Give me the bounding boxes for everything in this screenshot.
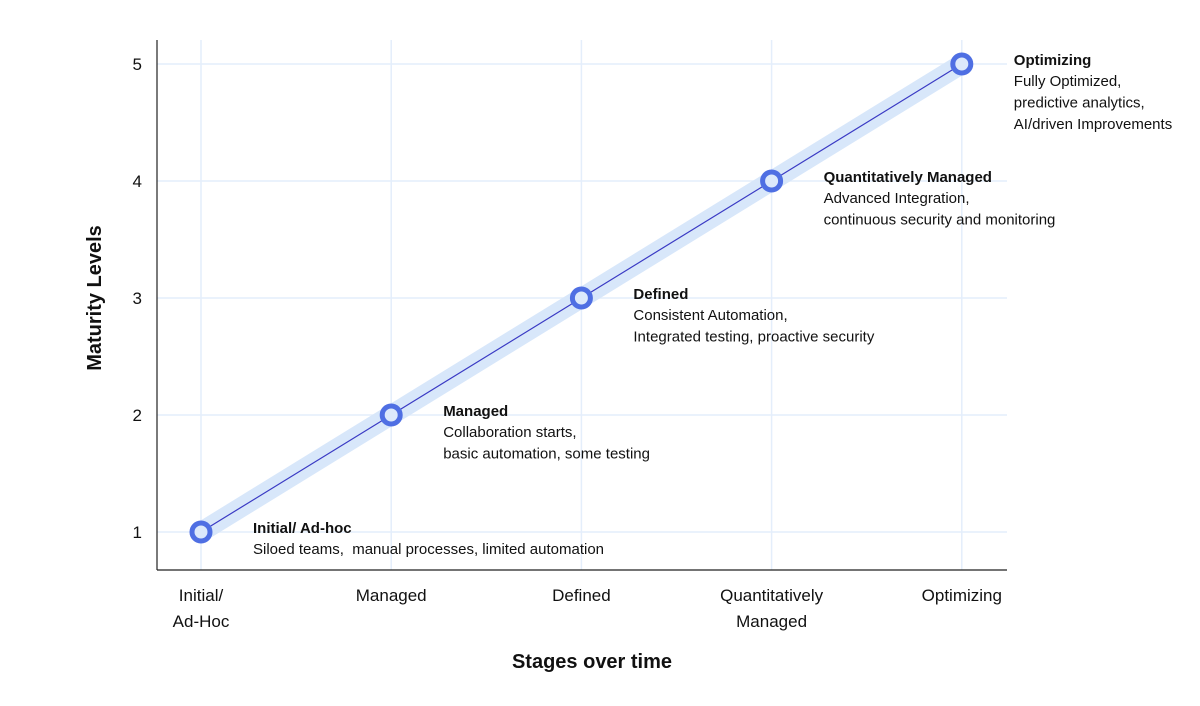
data-point: [379, 403, 403, 427]
x-tick-label: Ad-Hoc: [173, 612, 230, 631]
labels: 1 2 3 4 5 Initial/Ad-Hoc Managed Defined Quantit…: [133, 52, 1173, 631]
y-tick-label: 3: [133, 289, 142, 308]
x-tick-label: Managed: [736, 612, 807, 631]
annotation-text: Collaboration starts,: [443, 424, 576, 441]
y-tick-label: 4: [133, 172, 142, 191]
annotation-text: Siloed teams, manual processes, limited …: [253, 541, 604, 558]
y-axis-label: Maturity Levels: [84, 225, 106, 371]
data-point: [189, 520, 213, 544]
y-tick-label: 5: [133, 55, 142, 74]
annotation-text: predictive analytics,: [1014, 95, 1145, 112]
x-tick-label: Defined: [552, 586, 611, 605]
grid: [157, 40, 1007, 570]
series: [189, 52, 974, 544]
annotation-text: basic automation, some testing: [443, 446, 650, 463]
data-point: [569, 286, 593, 310]
x-tick-label: Optimizing: [922, 586, 1002, 605]
annotation-title: Defined: [633, 286, 688, 303]
axes: [156, 40, 1007, 571]
annotation-text: continuous security and monitoring: [824, 212, 1056, 229]
x-tick-label: Managed: [356, 586, 427, 605]
x-tick-label: Initial/: [179, 586, 224, 605]
annotation-text: AI/driven Improvements: [1014, 116, 1172, 133]
data-point: [950, 52, 974, 76]
annotation-text: Fully Optimized,: [1014, 73, 1122, 90]
y-tick-label: 1: [133, 523, 142, 542]
annotation-title: Initial/ Ad-hoc: [253, 520, 352, 537]
x-axis-label: Stages over time: [512, 651, 672, 673]
annotation-title: Optimizing: [1014, 52, 1092, 69]
annotation-title: Quantitatively Managed: [824, 169, 992, 186]
y-tick-label: 2: [133, 406, 142, 425]
annotation-text: Consistent Automation,: [633, 307, 787, 324]
annotation-title: Managed: [443, 403, 508, 420]
annotation-text: Advanced Integration,: [824, 190, 970, 207]
annotation-text: Integrated testing, proactive security: [633, 329, 874, 346]
data-point: [760, 169, 784, 193]
x-tick-label: Quantitatively: [720, 586, 823, 605]
